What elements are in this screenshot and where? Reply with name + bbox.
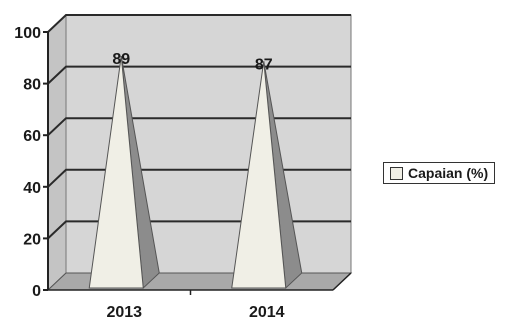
data-label: 87 bbox=[255, 56, 273, 73]
legend-swatch bbox=[390, 166, 403, 180]
pyramid-front-face bbox=[231, 61, 287, 289]
y-tick-label: 80 bbox=[23, 77, 41, 94]
x-tick-label: 2014 bbox=[249, 304, 285, 320]
pyramid-front-face bbox=[88, 56, 144, 289]
y-tick-label: 100 bbox=[14, 25, 41, 42]
y-tick-label: 20 bbox=[23, 231, 41, 248]
gridline bbox=[47, 65, 351, 85]
y-tick-label: 0 bbox=[32, 283, 41, 300]
legend-label: Capaian (%) bbox=[408, 165, 489, 181]
legend: Capaian (%) bbox=[383, 162, 496, 184]
y-tick-label: 40 bbox=[23, 180, 41, 197]
data-label: 89 bbox=[112, 51, 130, 68]
y-tick-label: 60 bbox=[23, 128, 41, 145]
x-tick-label: 2013 bbox=[106, 304, 142, 320]
plot-side-wall bbox=[47, 13, 67, 292]
x-axis-depth-line bbox=[332, 272, 352, 291]
gridline bbox=[47, 14, 351, 33]
